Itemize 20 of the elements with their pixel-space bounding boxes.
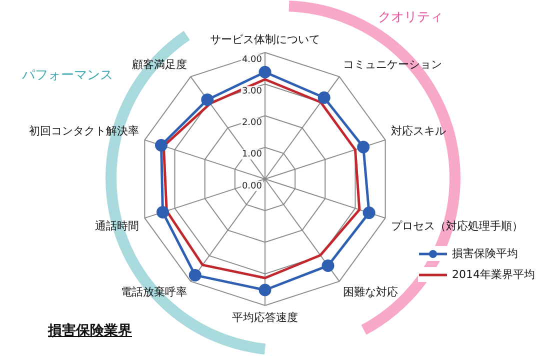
text: 損害保険業界 <box>48 322 132 340</box>
legend-label: 損害保険平均 <box>452 246 518 261</box>
spoke-label: プロセス（対応処理手順） <box>391 219 523 232</box>
y-tick-label: 0.00 <box>242 181 262 192</box>
spoke-label: 初回コンタクト解決率 <box>29 124 139 138</box>
y-tick-label: 3.00 <box>242 86 262 96</box>
spoke-label: サービス体制について <box>210 32 320 46</box>
spoke-label: 困難な対応 <box>342 286 398 299</box>
spoke-label: 対応スキル <box>391 124 446 138</box>
spoke-label: 平均応答速度 <box>232 310 298 324</box>
y-tick-label: 1.00 <box>242 150 262 160</box>
spoke-label: 通話時間 <box>95 219 139 232</box>
spoke-label: 電話放棄呼率 <box>121 286 188 299</box>
legend-label: 2014年業界平均 <box>452 267 535 282</box>
spoke-label: 顧客満足度 <box>132 58 188 72</box>
spoke-label: コミュニケーション <box>342 58 442 72</box>
y-tick-label: 2.00 <box>242 118 262 128</box>
text: パフォーマンス <box>22 67 113 84</box>
text: クオリティ <box>378 9 443 26</box>
y-tick-label: 4.00 <box>242 54 262 65</box>
